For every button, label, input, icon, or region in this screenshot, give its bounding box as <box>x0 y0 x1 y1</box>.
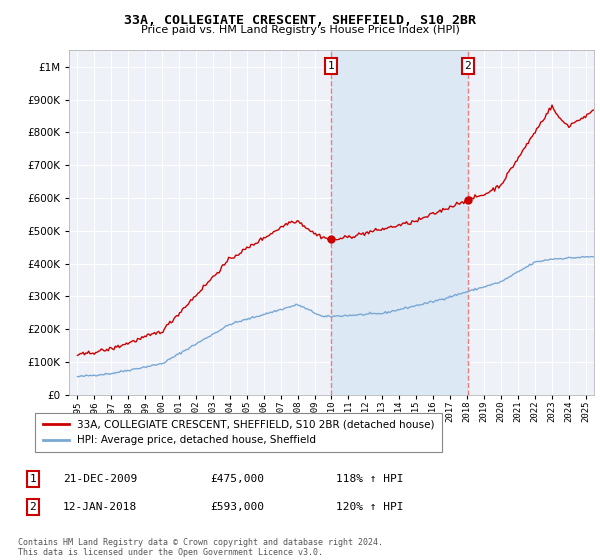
Text: 2: 2 <box>464 60 471 71</box>
Text: Contains HM Land Registry data © Crown copyright and database right 2024.
This d: Contains HM Land Registry data © Crown c… <box>18 538 383 557</box>
Legend: 33A, COLLEGIATE CRESCENT, SHEFFIELD, S10 2BR (detached house), HPI: Average pric: 33A, COLLEGIATE CRESCENT, SHEFFIELD, S10… <box>35 413 442 452</box>
Text: 120% ↑ HPI: 120% ↑ HPI <box>336 502 404 512</box>
Text: 1: 1 <box>29 474 37 484</box>
Text: £593,000: £593,000 <box>210 502 264 512</box>
Text: 1: 1 <box>328 60 334 71</box>
Bar <box>331 50 467 395</box>
Text: 2: 2 <box>29 502 37 512</box>
Text: 33A, COLLEGIATE CRESCENT, SHEFFIELD, S10 2BR: 33A, COLLEGIATE CRESCENT, SHEFFIELD, S10… <box>124 14 476 27</box>
Text: 21-DEC-2009: 21-DEC-2009 <box>63 474 137 484</box>
Text: Price paid vs. HM Land Registry's House Price Index (HPI): Price paid vs. HM Land Registry's House … <box>140 25 460 35</box>
Text: 12-JAN-2018: 12-JAN-2018 <box>63 502 137 512</box>
Text: 118% ↑ HPI: 118% ↑ HPI <box>336 474 404 484</box>
Text: £475,000: £475,000 <box>210 474 264 484</box>
